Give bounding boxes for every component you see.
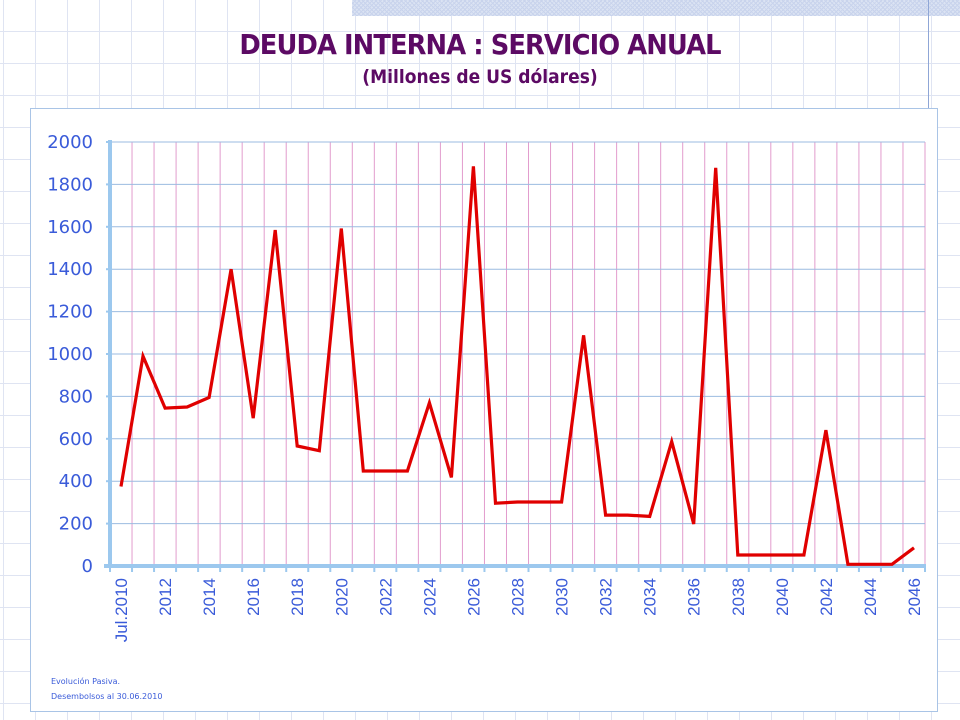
x-tick-label: 2022 bbox=[376, 578, 395, 616]
x-tick-label: 2030 bbox=[553, 578, 572, 616]
x-tick-label: 2032 bbox=[597, 578, 616, 616]
x-tick-label: 2044 bbox=[861, 578, 880, 616]
y-tick-label: 1600 bbox=[47, 217, 93, 238]
x-tick-label: 2026 bbox=[464, 578, 483, 616]
y-tick-label: 800 bbox=[59, 386, 93, 407]
y-tick-label: 600 bbox=[59, 429, 93, 450]
y-tick-labels: 0 200 400 600 800 1000 1200 1400 1600 1800 2000 bbox=[47, 132, 93, 577]
decorative-rule bbox=[928, 0, 929, 108]
axes bbox=[104, 140, 926, 572]
header-pattern-strip bbox=[352, 0, 960, 16]
x-tick-label: 2046 bbox=[905, 578, 924, 616]
footnote-evolucion: Evolución Pasiva. bbox=[51, 677, 121, 686]
x-tick-label: 2024 bbox=[420, 578, 439, 616]
x-tick-label: 2012 bbox=[156, 578, 175, 616]
x-tick-label: 2016 bbox=[244, 578, 263, 616]
page-title: DEUDA INTERNA : SERVICIO ANUAL bbox=[239, 28, 721, 61]
x-tick-label: 2038 bbox=[729, 578, 748, 616]
series-line-0 bbox=[119, 166, 915, 566]
y-tick-label: 1200 bbox=[47, 302, 93, 323]
y-tick-label: 200 bbox=[59, 514, 93, 535]
x-tick-label: Jul.2010 bbox=[112, 578, 131, 642]
x-tick-label: 2040 bbox=[773, 578, 792, 616]
horizontal-gridlines bbox=[110, 141, 925, 525]
x-tick-label: 2028 bbox=[509, 578, 528, 616]
y-tick-label: 1800 bbox=[47, 174, 93, 195]
vertical-gridlines bbox=[131, 142, 926, 566]
y-tick-label: 2000 bbox=[47, 132, 93, 153]
x-tick-label: 2042 bbox=[817, 578, 836, 616]
page-subtitle: (Millones de US dólares) bbox=[362, 66, 598, 88]
x-tick-label: 2014 bbox=[200, 578, 219, 616]
x-tick-labels: Jul.2010 2012 2014 2016 2018 2020 2022 2024 2026… bbox=[112, 578, 924, 642]
x-tick-label: 2034 bbox=[641, 578, 660, 616]
x-tick-label: 2018 bbox=[288, 578, 307, 616]
x-tick-label: 2036 bbox=[685, 578, 704, 616]
series-layer bbox=[119, 166, 915, 566]
x-tick-label: 2020 bbox=[332, 578, 351, 616]
y-tick-label: 1400 bbox=[47, 259, 93, 280]
y-tick-label: 400 bbox=[59, 471, 93, 492]
footnote-desembolsos: Desembolsos al 30.06.2010 bbox=[51, 692, 163, 701]
y-tick-label: 1000 bbox=[47, 344, 93, 365]
y-tick-label: 0 bbox=[82, 556, 93, 577]
